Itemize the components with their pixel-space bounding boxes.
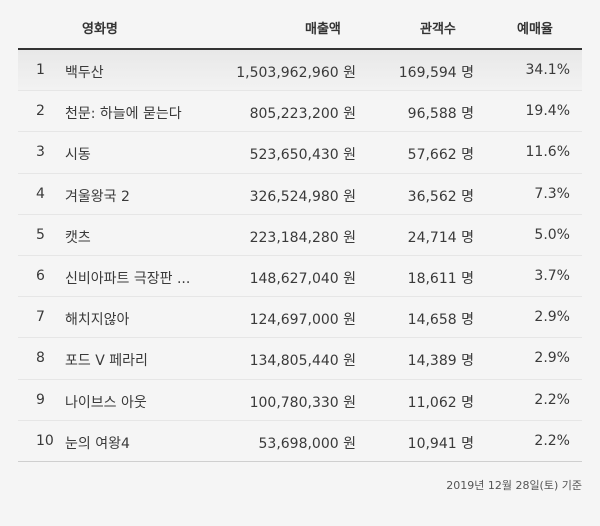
sales-cell: 523,650,430 원 xyxy=(249,147,356,164)
audience-cell: 36,562 명 xyxy=(407,188,474,205)
title-cell: 시동 xyxy=(65,147,91,164)
header-sales: 매출액 xyxy=(305,22,341,37)
audience-cell: 14,658 명 xyxy=(407,312,474,329)
rate-cell: 2.2% xyxy=(534,432,570,449)
rank-cell: 7 xyxy=(36,309,45,326)
audience-cell: 14,389 명 xyxy=(407,353,474,370)
rank-cell: 6 xyxy=(36,267,45,284)
title-cell: 신비아파트 극장판 ... xyxy=(65,270,191,287)
box-office-table: 1 백두산 1,503,962,960 원 169,594 명 34.1% 2 … xyxy=(18,50,582,462)
rate-cell: 2.9% xyxy=(534,350,570,367)
rank-cell: 4 xyxy=(36,185,45,202)
sales-cell: 124,697,000 원 xyxy=(249,312,356,329)
table-row: 5 캣츠 223,184,280 원 24,714 명 5.0% xyxy=(18,215,582,256)
table-row: 8 포드 V 페라리 134,805,440 원 14,389 명 2.9% xyxy=(18,338,582,380)
sales-cell: 100,780,330 원 xyxy=(249,394,356,411)
title-cell: 나이브스 아웃 xyxy=(65,394,147,411)
rank-cell: 3 xyxy=(36,144,45,161)
title-cell: 겨울왕국 2 xyxy=(65,188,130,205)
audience-cell: 169,594 명 xyxy=(398,65,474,81)
table-row: 4 겨울왕국 2 326,524,980 원 36,562 명 7.3% xyxy=(18,174,582,215)
rate-cell: 3.7% xyxy=(534,267,570,284)
table-row: 6 신비아파트 극장판 ... 148,627,040 원 18,611 명 3… xyxy=(18,256,582,298)
date-footnote: 2019년 12월 28일(토) 기준 xyxy=(446,479,582,492)
header-title: 영화명 xyxy=(82,22,118,37)
title-cell: 캣츠 xyxy=(65,229,91,246)
title-cell: 해치지않아 xyxy=(65,312,130,329)
rate-cell: 2.2% xyxy=(534,391,570,408)
rank-cell: 10 xyxy=(36,432,54,449)
header-rate: 예매율 xyxy=(517,22,553,37)
table-row: 7 해치지않아 124,697,000 원 14,658 명 2.9% xyxy=(18,297,582,339)
audience-cell: 11,062 명 xyxy=(407,394,474,411)
rate-cell: 2.9% xyxy=(534,309,570,326)
table-header: 영화명 매출액 관객수 예매율 xyxy=(0,0,600,50)
rank-cell: 9 xyxy=(36,391,45,408)
title-cell: 눈의 여왕4 xyxy=(65,435,130,452)
rate-cell: 19.4% xyxy=(525,103,570,120)
table-row: 2 천문: 하늘에 묻는다 805,223,200 원 96,588 명 19.… xyxy=(18,91,582,133)
audience-cell: 24,714 명 xyxy=(407,229,474,246)
rank-cell: 1 xyxy=(36,62,45,78)
table-row: 10 눈의 여왕4 53,698,000 원 10,941 명 2.2% xyxy=(18,421,582,462)
rate-cell: 11.6% xyxy=(525,144,570,161)
rate-cell: 34.1% xyxy=(525,62,570,78)
table-row: 1 백두산 1,503,962,960 원 169,594 명 34.1% xyxy=(18,50,582,92)
title-cell: 백두산 xyxy=(65,65,104,81)
rank-cell: 8 xyxy=(36,350,45,367)
audience-cell: 10,941 명 xyxy=(407,435,474,452)
title-cell: 포드 V 페라리 xyxy=(65,353,148,370)
sales-cell: 1,503,962,960 원 xyxy=(236,65,356,81)
header-divider xyxy=(18,48,582,50)
title-cell: 천문: 하늘에 묻는다 xyxy=(65,106,182,123)
sales-cell: 326,524,980 원 xyxy=(249,188,356,205)
rank-cell: 5 xyxy=(36,226,45,243)
rank-cell: 2 xyxy=(36,103,45,120)
table-row: 3 시동 523,650,430 원 57,662 명 11.6% xyxy=(18,132,582,174)
sales-cell: 805,223,200 원 xyxy=(249,106,356,123)
audience-cell: 96,588 명 xyxy=(407,106,474,123)
audience-cell: 18,611 명 xyxy=(407,270,474,287)
sales-cell: 53,698,000 원 xyxy=(258,435,357,452)
rate-cell: 5.0% xyxy=(534,226,570,243)
audience-cell: 57,662 명 xyxy=(407,147,474,164)
rate-cell: 7.3% xyxy=(534,185,570,202)
sales-cell: 223,184,280 원 xyxy=(249,229,356,246)
sales-cell: 134,805,440 원 xyxy=(249,353,356,370)
header-audience: 관객수 xyxy=(420,22,456,37)
sales-cell: 148,627,040 원 xyxy=(249,270,356,287)
table-row: 9 나이브스 아웃 100,780,330 원 11,062 명 2.2% xyxy=(18,380,582,421)
